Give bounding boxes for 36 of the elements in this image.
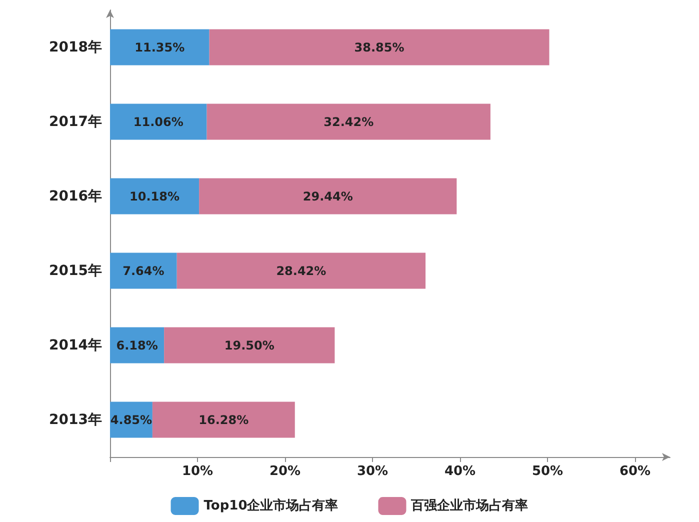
y-tick-label: 2016年: [49, 188, 102, 204]
data-label: 11.06%: [133, 114, 184, 129]
bar: [209, 29, 550, 66]
x-tick-label: 10%: [182, 464, 214, 479]
y-tick-label: 2017年: [49, 114, 102, 130]
bar: [152, 402, 295, 438]
y-tick-label: 2018年: [49, 39, 102, 56]
bar: [199, 178, 457, 214]
data-label: 11.35%: [134, 40, 185, 54]
data-label: 38.85%: [354, 40, 404, 54]
data-label: 29.44%: [302, 189, 353, 204]
bar: [110, 29, 210, 66]
y-tick-label: 2014年: [49, 337, 102, 354]
bar: [176, 252, 426, 289]
bar: [206, 104, 490, 140]
legend-label: 百强企业市场占有率: [410, 498, 528, 514]
data-label: 10.18%: [130, 189, 180, 204]
bar: [110, 252, 177, 289]
x-tick-label: 60%: [619, 464, 651, 479]
x-tick-label: 40%: [444, 464, 476, 479]
x-tick-label: 30%: [356, 464, 388, 479]
data-label: 32.42%: [324, 114, 374, 129]
bar: [110, 178, 200, 214]
data-label: 16.28%: [198, 412, 249, 427]
data-label: 4.85%: [110, 412, 152, 427]
data-label: 7.64%: [122, 264, 164, 278]
x-tick-label: 50%: [532, 464, 564, 479]
data-label: 28.42%: [276, 264, 326, 278]
data-label: 6.18%: [116, 338, 158, 352]
bar: [110, 104, 207, 140]
bar: [164, 327, 335, 364]
legend-label: Top10企业市场占有率: [204, 498, 338, 514]
y-tick-label: 2013年: [49, 412, 102, 428]
x-tick-label: 20%: [269, 464, 301, 479]
y-tick-label: 2015年: [49, 262, 102, 279]
data-label: 19.50%: [224, 338, 274, 352]
